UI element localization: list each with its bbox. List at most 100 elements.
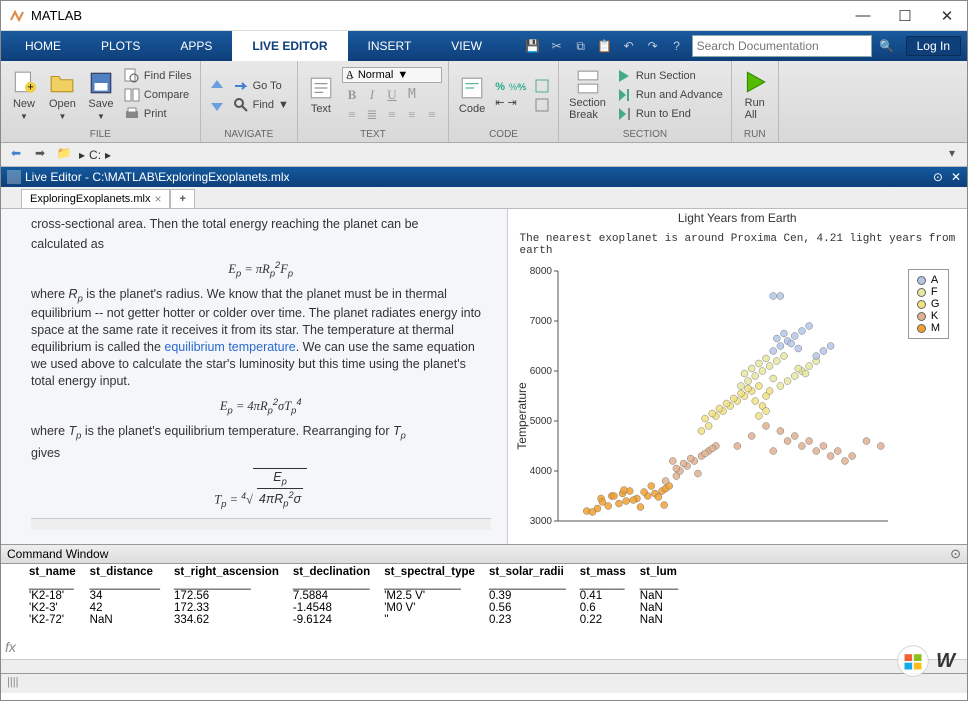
windows-logo-watermark: W xyxy=(896,644,955,678)
mono-button[interactable]: M xyxy=(402,87,422,103)
doc-text: gives xyxy=(31,445,491,462)
save-button[interactable]: Save▼ xyxy=(84,68,118,123)
editor-dock-button[interactable]: ⊙ xyxy=(933,170,943,184)
quick-cut-icon[interactable]: ✂ xyxy=(548,37,566,55)
tab-insert[interactable]: INSERT xyxy=(348,31,432,61)
nav-down-button[interactable] xyxy=(207,96,227,114)
scatter-plot: Temperature 300040005000600070008000 xyxy=(508,261,968,541)
ribbon: + New▼ Open▼ Save▼ Find Files Compare Pr… xyxy=(1,61,967,143)
align-center-button[interactable]: ≡ xyxy=(402,107,422,123)
quick-paste-icon[interactable]: 📋 xyxy=(596,37,614,55)
chart-note: The nearest exoplanet is around Proxima … xyxy=(520,233,968,257)
command-window-dropdown-icon[interactable]: ⊙ xyxy=(950,546,961,562)
new-icon: + xyxy=(11,70,37,96)
editor-body: cross-sectional area. Then the total ene… xyxy=(1,209,967,544)
doc-scrollbar[interactable] xyxy=(31,518,491,530)
minimize-button[interactable]: — xyxy=(851,7,875,25)
align-right-button[interactable]: ≡ xyxy=(422,107,442,123)
section-break-button[interactable]: Section Break xyxy=(565,67,610,123)
run-section-icon xyxy=(616,68,632,84)
equilibrium-temperature-link[interactable]: equilibrium temperature xyxy=(164,340,295,354)
run-advance-icon xyxy=(616,87,632,103)
fx-prompt-icon[interactable]: fx xyxy=(5,639,16,655)
ribbon-navigate-label: NAVIGATE xyxy=(201,129,297,142)
find-icon xyxy=(233,97,249,113)
svg-text:+: + xyxy=(27,81,33,93)
quick-undo-icon[interactable]: ↶ xyxy=(620,37,638,55)
nav-up-button[interactable] xyxy=(207,77,227,95)
document-pane[interactable]: cross-sectional area. Then the total ene… xyxy=(1,209,508,544)
command-window-body[interactable]: st_namest_distancest_right_ascensionst_d… xyxy=(1,564,967,659)
section-break-icon xyxy=(575,69,601,95)
print-button[interactable]: Print xyxy=(122,105,194,123)
login-button[interactable]: Log In xyxy=(906,36,961,56)
doc-text: cross-sectional area. Then the total ene… xyxy=(31,216,491,233)
text-button[interactable]: Text xyxy=(304,73,338,117)
list-ol-button[interactable]: ≣ xyxy=(362,107,382,123)
run-end-button[interactable]: Run to End xyxy=(614,105,725,123)
run-all-button[interactable]: Run All xyxy=(738,67,772,123)
code-refactor-button[interactable] xyxy=(532,77,552,95)
tab-apps[interactable]: APPS xyxy=(160,31,232,61)
search-go-icon[interactable]: 🔍 xyxy=(878,37,896,55)
code-indent-button[interactable]: ⇤ ⇥ xyxy=(493,95,528,110)
text-icon xyxy=(308,75,334,101)
quick-redo-icon[interactable]: ↷ xyxy=(644,37,662,55)
align-left-button[interactable]: ≡ xyxy=(382,107,402,123)
code-percent-button[interactable]: %%℁ xyxy=(493,80,528,94)
ribbon-run-label: RUN xyxy=(732,129,778,142)
code-insert-button[interactable] xyxy=(532,96,552,114)
nav-up-folder-button[interactable]: 📁 xyxy=(55,146,73,164)
underline-button[interactable]: U xyxy=(382,87,402,103)
run-advance-button[interactable]: Run and Advance xyxy=(614,86,725,104)
ribbon-file-label: FILE xyxy=(1,129,200,142)
window-title: MATLAB xyxy=(31,8,851,23)
tab-view[interactable]: VIEW xyxy=(431,31,502,61)
command-window-header[interactable]: Command Window ⊙ xyxy=(1,544,967,564)
quick-copy-icon[interactable]: ⧉ xyxy=(572,37,590,55)
file-tab-active[interactable]: ExploringExoplanets.mlx× xyxy=(21,189,170,208)
path-dropdown-button[interactable]: ▾ xyxy=(943,146,961,164)
run-section-button[interactable]: Run Section xyxy=(614,67,725,85)
maximize-button[interactable]: ☐ xyxy=(893,7,917,25)
quick-save-icon[interactable]: 💾 xyxy=(524,37,542,55)
help-icon[interactable]: ? xyxy=(668,37,686,55)
italic-button[interactable]: I xyxy=(362,87,382,103)
close-button[interactable]: ✕ xyxy=(935,7,959,25)
chart-title: Light Years from Earth xyxy=(508,211,968,225)
text-style-select[interactable]: A̲Normal ▼ xyxy=(342,67,442,83)
compare-button[interactable]: Compare xyxy=(122,86,194,104)
find-files-button[interactable]: Find Files xyxy=(122,67,194,85)
bold-button[interactable]: B xyxy=(342,87,362,103)
search-documentation-input[interactable] xyxy=(692,35,872,57)
goto-button[interactable]: Go To xyxy=(231,77,291,95)
status-bar: |||| xyxy=(1,673,967,693)
editor-icon xyxy=(7,170,21,184)
current-path[interactable]: ▸C:▸ xyxy=(79,148,111,162)
editor-header: Live Editor - C:\MATLAB\ExploringExoplan… xyxy=(1,167,967,187)
editor-close-button[interactable]: ✕ xyxy=(951,170,961,184)
find-button[interactable]: Find ▼ xyxy=(231,96,291,114)
equation-3: Tp = 4√Ep4πRp2σ xyxy=(31,468,491,510)
code-button[interactable]: Code xyxy=(455,73,489,117)
tab-close-icon[interactable]: × xyxy=(154,192,161,206)
tab-home[interactable]: HOME xyxy=(5,31,81,61)
doc-text: calculated as xyxy=(31,236,491,253)
main-tabs: HOME PLOTS APPS LIVE EDITOR INSERT VIEW … xyxy=(1,31,967,61)
command-scrollbar[interactable] xyxy=(1,659,967,673)
nav-up-icon xyxy=(209,78,225,94)
doc-text: where Tp is the planet's equilibrium tem… xyxy=(31,423,491,442)
print-icon xyxy=(124,106,140,122)
nav-fwd-button[interactable]: ➡ xyxy=(31,146,49,164)
open-button[interactable]: Open▼ xyxy=(45,68,80,123)
nav-back-button[interactable]: ⬅ xyxy=(7,146,25,164)
list-ul-button[interactable]: ≡ xyxy=(342,107,362,123)
refactor-icon xyxy=(534,78,550,94)
tab-plots[interactable]: PLOTS xyxy=(81,31,160,61)
address-bar: ⬅ ➡ 📁 ▸C:▸ ▾ xyxy=(1,143,967,167)
file-tab-add[interactable]: + xyxy=(170,189,194,208)
command-output-table: st_namest_distancest_right_ascensionst_d… xyxy=(29,566,692,626)
new-button[interactable]: + New▼ xyxy=(7,68,41,123)
chart-pane: Light Years from Earth The nearest exopl… xyxy=(508,209,968,544)
tab-live-editor[interactable]: LIVE EDITOR xyxy=(232,31,347,61)
